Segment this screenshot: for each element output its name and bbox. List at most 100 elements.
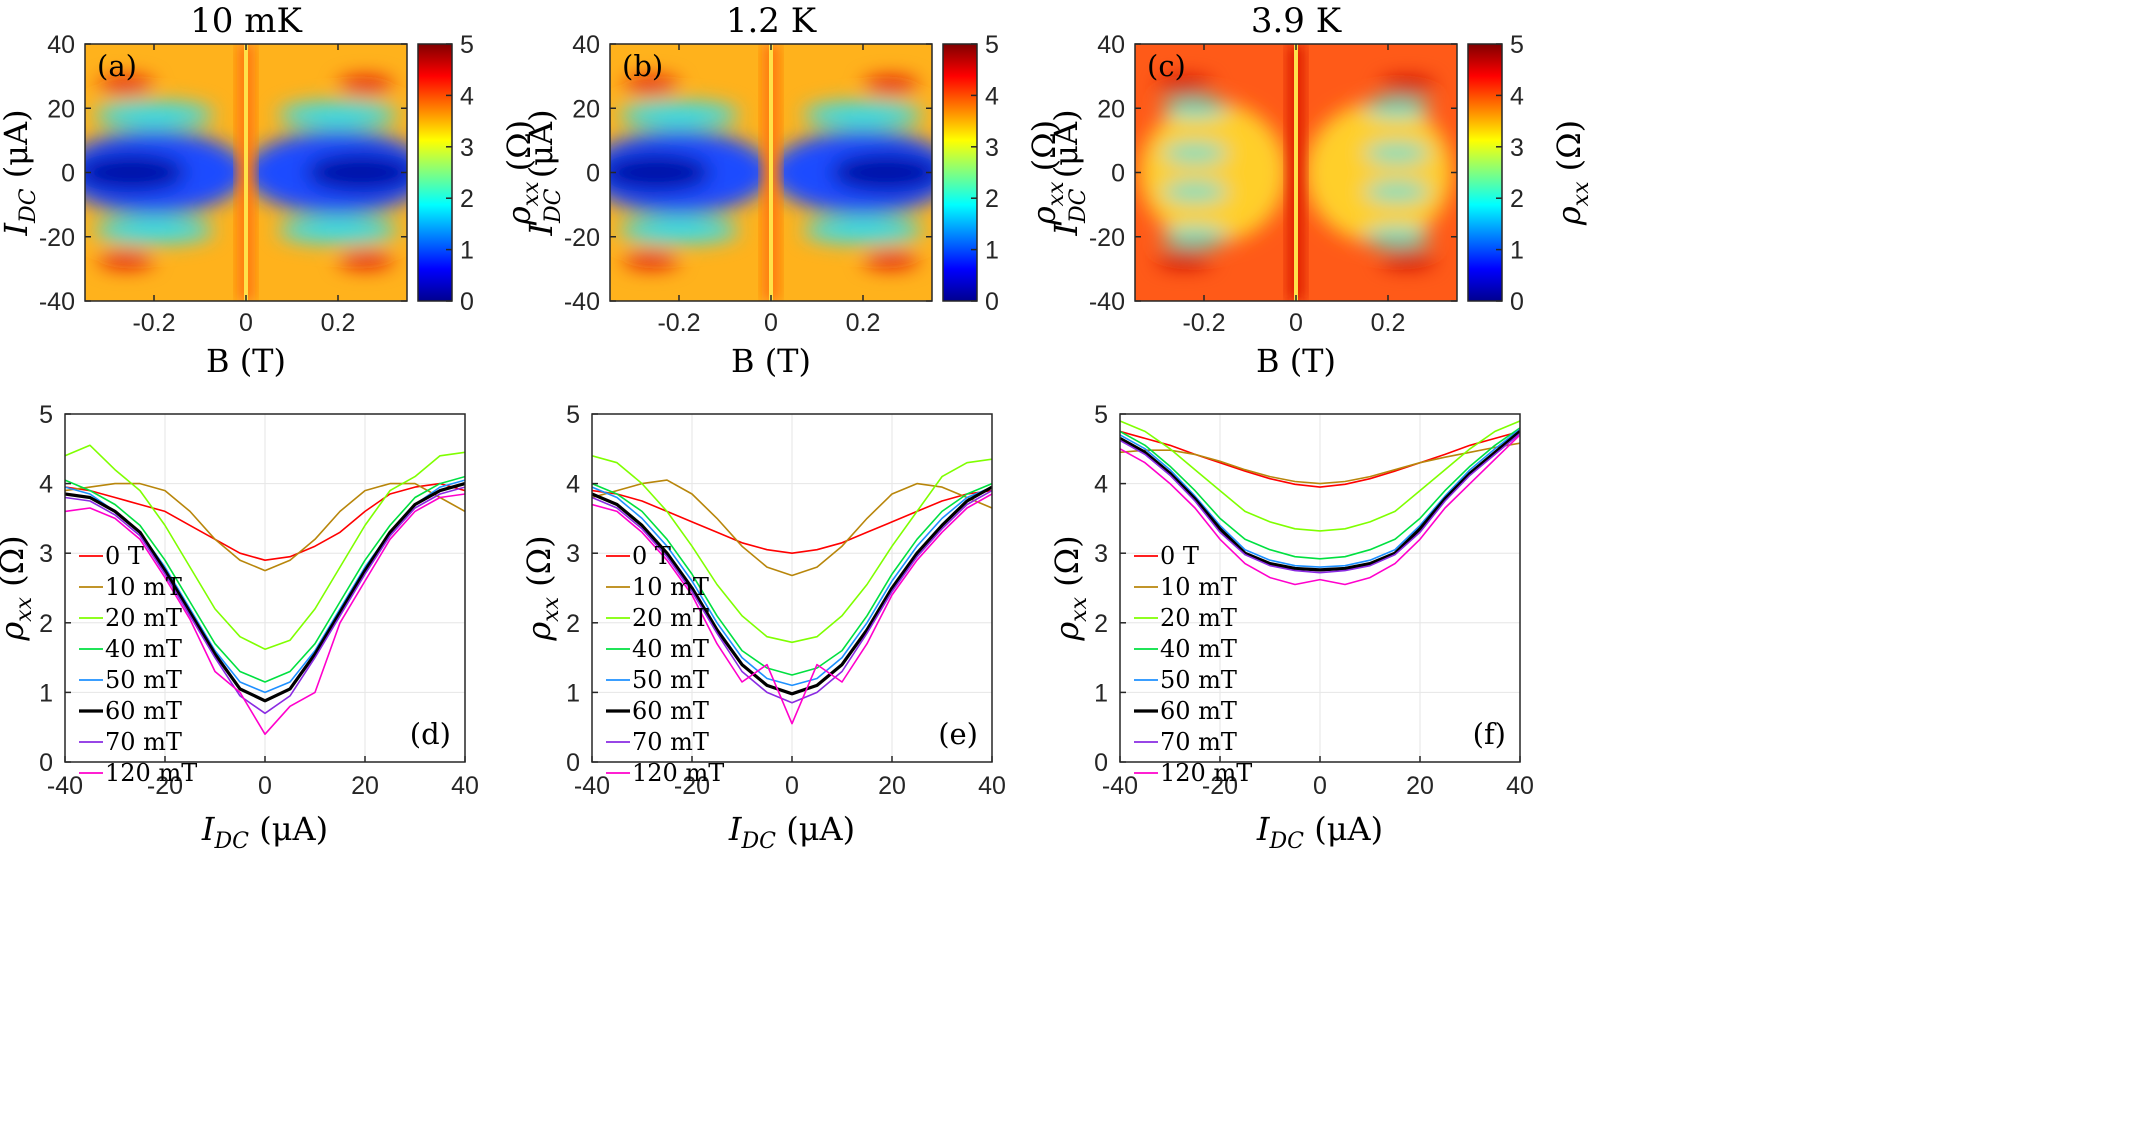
x-tick-label: -40	[1102, 772, 1138, 800]
panel-label: (d)	[410, 717, 451, 751]
high-resistance-lobe	[1157, 77, 1213, 94]
legend-label: 50 mT	[632, 666, 709, 694]
legend-label: 10 mT	[105, 573, 182, 601]
fringe	[1162, 182, 1228, 202]
legend-label: 20 mT	[105, 604, 182, 632]
zero-field-core	[244, 44, 248, 301]
y-tick-label: 1	[39, 679, 53, 707]
fringe	[1162, 227, 1228, 247]
y-axis-label-symbol: ρ	[520, 622, 558, 642]
legend-label: 60 mT	[105, 697, 182, 725]
y-axis-label-unit: (Ω)	[1048, 535, 1086, 597]
y-axis-label-symbol: I	[1047, 222, 1085, 237]
legend-label: 50 mT	[1160, 666, 1237, 694]
zero-field-core	[769, 44, 773, 301]
colorbar-label-symbol: ρ	[1025, 206, 1063, 226]
colorbar-label: ρxx (Ω)	[500, 120, 544, 226]
panel-label: (a)	[97, 49, 137, 83]
y-tick-label: 20	[1097, 95, 1125, 123]
heatmap-image	[610, 44, 932, 301]
legend-label: 10 mT	[1160, 573, 1237, 601]
colorbar-label-subscript: xx	[519, 181, 544, 206]
colorbar: 0 1 2 3 4 5 ρxx (Ω)	[1467, 31, 1594, 316]
x-tick-label: 40	[1506, 772, 1534, 800]
y-tick-label: 3	[566, 540, 580, 568]
x-tick-label: 0	[1313, 772, 1327, 800]
high-resistance-lobe	[623, 77, 680, 95]
fringe	[94, 101, 214, 128]
colorbar-frame	[942, 43, 978, 302]
y-axis-label: IDC (μA)	[1047, 109, 1091, 236]
legend-label: 40 mT	[1160, 635, 1237, 663]
series-line-10-mT	[1120, 442, 1520, 485]
colorbar-tick-label: 4	[460, 82, 474, 110]
series-line-0-T	[1120, 430, 1520, 488]
deep-minimum-right	[305, 153, 407, 192]
colorbar-tick-label: 0	[1510, 288, 1524, 316]
high-resistance-lobe	[98, 250, 154, 268]
y-axis-label-subscript: xx	[1067, 596, 1092, 621]
colorbar-label: ρxx (Ω)	[1550, 120, 1594, 226]
heatmap-features	[1139, 77, 1453, 268]
legend-label: 10 mT	[632, 573, 709, 601]
mid-region-right	[1305, 101, 1453, 244]
y-tick-label: 20	[572, 95, 600, 123]
series-line-70-mT	[592, 489, 992, 704]
colorbar-tick-label: 4	[985, 82, 999, 110]
legend-label: 40 mT	[105, 635, 182, 663]
y-tick-label: 5	[1094, 401, 1108, 429]
series-line-20-mT	[1120, 420, 1520, 532]
legend-label: 120 mT	[1160, 759, 1252, 787]
series-line-60-mT	[1120, 430, 1520, 572]
x-tick-label: -0.2	[1182, 309, 1225, 337]
legend-label: 50 mT	[105, 666, 182, 694]
y-tick-label: 40	[47, 31, 75, 59]
y-tick-label: 2	[566, 610, 580, 638]
x-tick-label: -0.2	[132, 309, 175, 337]
x-tick-label: 20	[1406, 772, 1434, 800]
high-resistance-lobe	[1379, 77, 1435, 94]
colorbar-label-symbol: ρ	[500, 206, 538, 226]
series-line-0-T	[65, 482, 465, 561]
colorbar-tick-label: 1	[460, 237, 474, 265]
fringe	[619, 217, 739, 244]
y-axis-label-symbol: I	[0, 222, 35, 237]
high-resistance-lobe	[1157, 251, 1213, 268]
high-resistance-lobe	[1379, 251, 1435, 268]
y-axis-label-subscript: xx	[12, 596, 37, 621]
panel-label: (e)	[938, 717, 978, 751]
fringe	[1365, 143, 1430, 163]
x-axis-label-symbol: I	[201, 810, 216, 848]
heatmap-image	[1135, 44, 1457, 301]
fringe	[1365, 227, 1430, 247]
deep-minimum-left	[610, 153, 712, 192]
y-axis-label-symbol: ρ	[0, 622, 31, 642]
series-line-50-mT	[1120, 428, 1520, 568]
y-tick-label: -20	[564, 224, 600, 252]
x-tick-label: 20	[878, 772, 906, 800]
y-axis-label: ρxx (Ω)	[1048, 535, 1092, 641]
legend-label: 40 mT	[632, 635, 709, 663]
colorbar-tick-label: 3	[1510, 134, 1524, 162]
y-tick-label: 4	[566, 471, 580, 499]
y-tick-label: 0	[39, 749, 53, 777]
fringe	[278, 217, 398, 244]
x-axis-label: B (T)	[1256, 342, 1336, 380]
colorbar-frame	[1467, 43, 1503, 302]
colorbar-tick-label: 2	[460, 185, 474, 213]
colorbar-tick-label: 5	[985, 31, 999, 59]
colorbar-tick-label: 5	[460, 31, 474, 59]
x-axis-label: IDC (μA)	[201, 810, 328, 854]
legend-label: 60 mT	[1160, 697, 1237, 725]
fringe	[1162, 98, 1228, 118]
x-axis-label-subscript: DC	[1269, 829, 1305, 854]
fringe	[803, 101, 923, 128]
y-tick-label: 0	[61, 160, 75, 188]
panel-title: 1.2 K	[726, 1, 817, 41]
x-tick-label: 20	[351, 772, 379, 800]
y-axis-label-unit: (μA)	[0, 109, 35, 188]
y-tick-label: -20	[1089, 224, 1125, 252]
heatmap-features	[85, 77, 407, 268]
y-tick-label: 0	[566, 749, 580, 777]
